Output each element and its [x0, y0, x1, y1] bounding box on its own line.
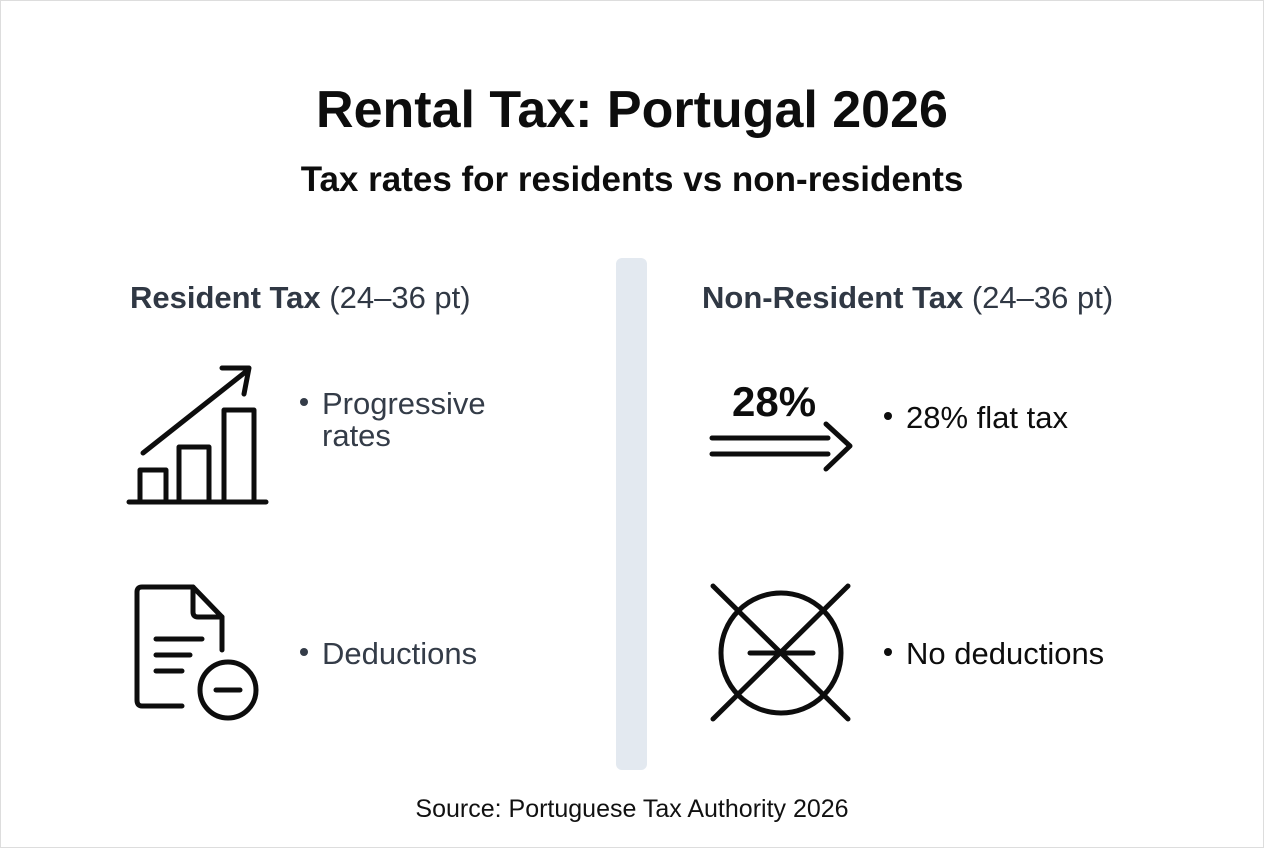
non-resident-item-text: 28% flat tax — [906, 400, 1068, 435]
bullet-icon — [300, 397, 308, 406]
double-arrow-icon — [709, 421, 853, 472]
resident-heading-bold: Resident Tax — [130, 280, 321, 315]
bullet-icon — [884, 647, 892, 656]
resident-item-text: Progressive rates — [322, 386, 486, 453]
column-divider — [616, 258, 647, 770]
list-item: No deductions — [884, 638, 1104, 670]
rate-label: 28% — [732, 378, 817, 425]
non-resident-heading: Non-Resident Tax (24–36 pt) — [702, 280, 1113, 316]
document-minus-icon — [134, 584, 259, 721]
list-item: Progressive rates — [300, 388, 512, 452]
source-note: Source: Portuguese Tax Authority 2026 — [415, 795, 849, 823]
list-item: Deductions — [300, 638, 477, 670]
resident-heading: Resident Tax (24–36 pt) — [130, 280, 471, 316]
page-title: Rental Tax: Portugal 2026 — [316, 81, 948, 139]
non-resident-heading-bold: Non-Resident Tax — [702, 280, 964, 315]
crossed-out-circle-minus-icon — [710, 583, 851, 722]
resident-item-text: Deductions — [322, 636, 478, 671]
resident-heading-note: (24–36 pt) — [329, 280, 471, 315]
bullet-icon — [884, 411, 892, 420]
non-resident-heading-note: (24–36 pt) — [971, 280, 1114, 315]
page-subtitle: Tax rates for residents vs non-residents — [300, 160, 964, 199]
bullet-icon — [300, 647, 308, 656]
non-resident-item-text: No deductions — [906, 636, 1105, 671]
bar-chart-growth-icon — [126, 365, 269, 505]
list-item: 28% flat tax — [884, 402, 1068, 434]
